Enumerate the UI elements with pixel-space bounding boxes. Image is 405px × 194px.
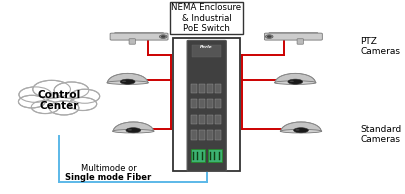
Ellipse shape bbox=[122, 81, 126, 82]
Text: Standard
Cameras: Standard Cameras bbox=[360, 125, 401, 144]
Circle shape bbox=[33, 80, 70, 98]
FancyBboxPatch shape bbox=[215, 84, 221, 93]
FancyBboxPatch shape bbox=[173, 37, 240, 171]
FancyBboxPatch shape bbox=[191, 149, 205, 162]
FancyBboxPatch shape bbox=[208, 149, 222, 162]
Bar bbox=[197, 152, 198, 160]
FancyBboxPatch shape bbox=[192, 99, 197, 108]
Wedge shape bbox=[107, 73, 148, 83]
Text: NEMA Enclosure
& Industrial
PoE Switch: NEMA Enclosure & Industrial PoE Switch bbox=[171, 3, 241, 33]
Ellipse shape bbox=[288, 79, 303, 84]
FancyBboxPatch shape bbox=[199, 84, 205, 93]
FancyBboxPatch shape bbox=[110, 33, 168, 40]
Ellipse shape bbox=[280, 129, 322, 133]
Ellipse shape bbox=[294, 128, 309, 133]
Ellipse shape bbox=[295, 129, 300, 131]
Bar bbox=[202, 152, 203, 160]
Ellipse shape bbox=[126, 128, 141, 133]
Wedge shape bbox=[281, 122, 321, 132]
Text: Control
Center: Control Center bbox=[37, 90, 81, 111]
Circle shape bbox=[19, 87, 51, 102]
Circle shape bbox=[161, 36, 165, 38]
FancyBboxPatch shape bbox=[192, 115, 197, 124]
Circle shape bbox=[70, 89, 100, 103]
Bar bbox=[219, 152, 220, 160]
FancyBboxPatch shape bbox=[115, 32, 164, 36]
Text: Perle: Perle bbox=[200, 45, 213, 49]
Ellipse shape bbox=[275, 81, 316, 84]
FancyBboxPatch shape bbox=[129, 39, 135, 44]
FancyBboxPatch shape bbox=[192, 84, 197, 93]
Circle shape bbox=[267, 36, 271, 38]
Ellipse shape bbox=[113, 129, 154, 133]
Ellipse shape bbox=[290, 81, 294, 82]
FancyBboxPatch shape bbox=[207, 130, 213, 139]
FancyBboxPatch shape bbox=[264, 33, 322, 40]
FancyBboxPatch shape bbox=[207, 99, 213, 108]
Wedge shape bbox=[275, 73, 315, 83]
FancyBboxPatch shape bbox=[215, 130, 221, 139]
Bar bbox=[193, 152, 194, 160]
FancyBboxPatch shape bbox=[187, 40, 226, 171]
Bar bbox=[210, 152, 211, 160]
Bar bbox=[214, 152, 215, 160]
FancyBboxPatch shape bbox=[199, 115, 205, 124]
FancyBboxPatch shape bbox=[269, 32, 318, 36]
Text: Single mode Fiber: Single mode Fiber bbox=[66, 173, 152, 182]
FancyBboxPatch shape bbox=[215, 115, 221, 124]
FancyBboxPatch shape bbox=[215, 99, 221, 108]
Wedge shape bbox=[113, 122, 153, 132]
Ellipse shape bbox=[128, 129, 132, 131]
Circle shape bbox=[160, 35, 167, 38]
Circle shape bbox=[31, 100, 59, 113]
Circle shape bbox=[265, 35, 273, 38]
Text: Multimode or: Multimode or bbox=[81, 164, 136, 173]
FancyBboxPatch shape bbox=[192, 130, 197, 139]
Circle shape bbox=[49, 101, 79, 115]
FancyBboxPatch shape bbox=[199, 99, 205, 108]
Ellipse shape bbox=[107, 81, 149, 84]
Text: PTZ
Cameras: PTZ Cameras bbox=[360, 37, 400, 56]
Circle shape bbox=[69, 97, 97, 111]
Circle shape bbox=[19, 95, 45, 108]
FancyBboxPatch shape bbox=[199, 130, 205, 139]
Ellipse shape bbox=[120, 79, 135, 84]
FancyBboxPatch shape bbox=[297, 39, 303, 44]
FancyBboxPatch shape bbox=[192, 45, 221, 57]
FancyBboxPatch shape bbox=[207, 115, 213, 124]
Circle shape bbox=[54, 82, 89, 98]
FancyBboxPatch shape bbox=[207, 84, 213, 93]
